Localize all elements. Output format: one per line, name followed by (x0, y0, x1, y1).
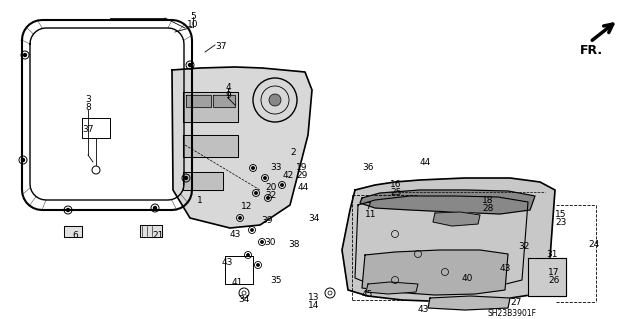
Polygon shape (360, 190, 535, 214)
Circle shape (67, 209, 70, 211)
Text: 8: 8 (85, 103, 91, 112)
Polygon shape (362, 250, 508, 295)
Text: 39: 39 (261, 216, 273, 225)
Text: 43: 43 (418, 305, 429, 314)
Polygon shape (183, 135, 238, 157)
Circle shape (264, 177, 266, 179)
Text: 43: 43 (500, 264, 511, 273)
Text: 41: 41 (232, 278, 243, 287)
Text: 7: 7 (365, 202, 371, 211)
Polygon shape (342, 178, 555, 302)
Text: 17: 17 (548, 268, 559, 277)
Polygon shape (186, 95, 211, 107)
Polygon shape (366, 282, 418, 294)
Text: 34: 34 (308, 214, 319, 223)
Text: 5: 5 (190, 12, 196, 21)
Text: 26: 26 (548, 276, 559, 285)
Text: 18: 18 (482, 196, 493, 205)
Polygon shape (428, 296, 510, 310)
Circle shape (252, 167, 254, 169)
Polygon shape (140, 225, 162, 237)
Text: FR.: FR. (580, 44, 603, 57)
Circle shape (189, 63, 191, 66)
Text: 29: 29 (296, 171, 307, 180)
Text: 42: 42 (283, 171, 294, 180)
Circle shape (22, 159, 24, 161)
Text: 40: 40 (462, 274, 474, 283)
Text: 20: 20 (265, 183, 276, 192)
Text: SH23B3901F: SH23B3901F (487, 309, 536, 318)
Text: 37: 37 (83, 125, 93, 134)
Text: 2: 2 (290, 148, 296, 157)
Text: 6: 6 (72, 231, 77, 240)
Circle shape (154, 206, 157, 210)
Text: 28: 28 (482, 204, 493, 213)
Text: 3: 3 (85, 95, 91, 104)
Polygon shape (64, 226, 82, 237)
Text: 24: 24 (588, 240, 599, 249)
Circle shape (247, 254, 249, 256)
Text: 44: 44 (298, 183, 309, 192)
Text: 38: 38 (288, 240, 300, 249)
Text: 19: 19 (296, 163, 307, 172)
Text: 43: 43 (230, 230, 241, 239)
Text: 10: 10 (188, 20, 199, 29)
Text: 4: 4 (225, 83, 231, 92)
Circle shape (269, 94, 281, 106)
Circle shape (251, 229, 253, 231)
Text: 23: 23 (555, 218, 566, 227)
Circle shape (239, 217, 241, 219)
Text: 11: 11 (365, 210, 376, 219)
Text: 9: 9 (225, 91, 231, 100)
Circle shape (267, 197, 269, 199)
Text: 12: 12 (241, 202, 252, 211)
Text: 36: 36 (362, 163, 374, 172)
Text: 35: 35 (270, 276, 282, 285)
Text: 14: 14 (308, 301, 319, 310)
Polygon shape (183, 92, 238, 122)
Text: 32: 32 (518, 242, 529, 251)
Polygon shape (183, 172, 223, 190)
Text: 37: 37 (215, 42, 227, 51)
Text: 31: 31 (546, 250, 557, 259)
Text: 21: 21 (152, 231, 163, 240)
Circle shape (24, 54, 26, 56)
Text: 25: 25 (390, 188, 401, 197)
Circle shape (184, 176, 188, 180)
Text: 13: 13 (308, 293, 319, 302)
Text: 43: 43 (222, 258, 234, 267)
Circle shape (261, 241, 263, 243)
Text: 34: 34 (238, 295, 250, 304)
Text: 16: 16 (390, 180, 401, 189)
Text: 27: 27 (510, 298, 522, 307)
Text: 33: 33 (270, 163, 282, 172)
Polygon shape (172, 67, 312, 228)
Text: 22: 22 (265, 191, 276, 200)
Polygon shape (213, 95, 235, 107)
Text: 44: 44 (420, 158, 431, 167)
Text: 45: 45 (362, 290, 373, 299)
Polygon shape (528, 258, 566, 296)
Circle shape (255, 192, 257, 194)
Circle shape (281, 184, 283, 186)
Text: 30: 30 (264, 238, 275, 247)
Text: 1: 1 (197, 196, 203, 205)
Polygon shape (433, 212, 480, 226)
Circle shape (257, 264, 259, 266)
Text: 15: 15 (555, 210, 566, 219)
